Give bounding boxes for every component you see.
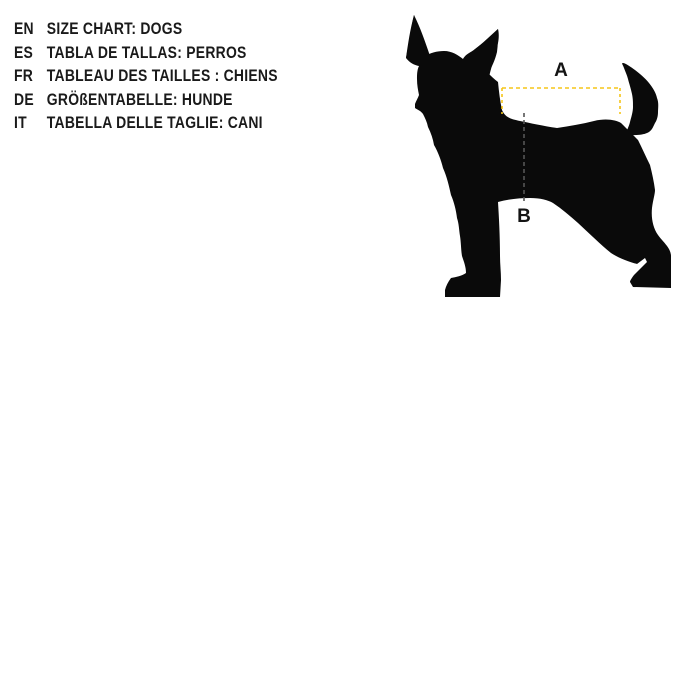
svg-text:B: B [517,206,531,227]
svg-text:A: A [554,60,568,81]
